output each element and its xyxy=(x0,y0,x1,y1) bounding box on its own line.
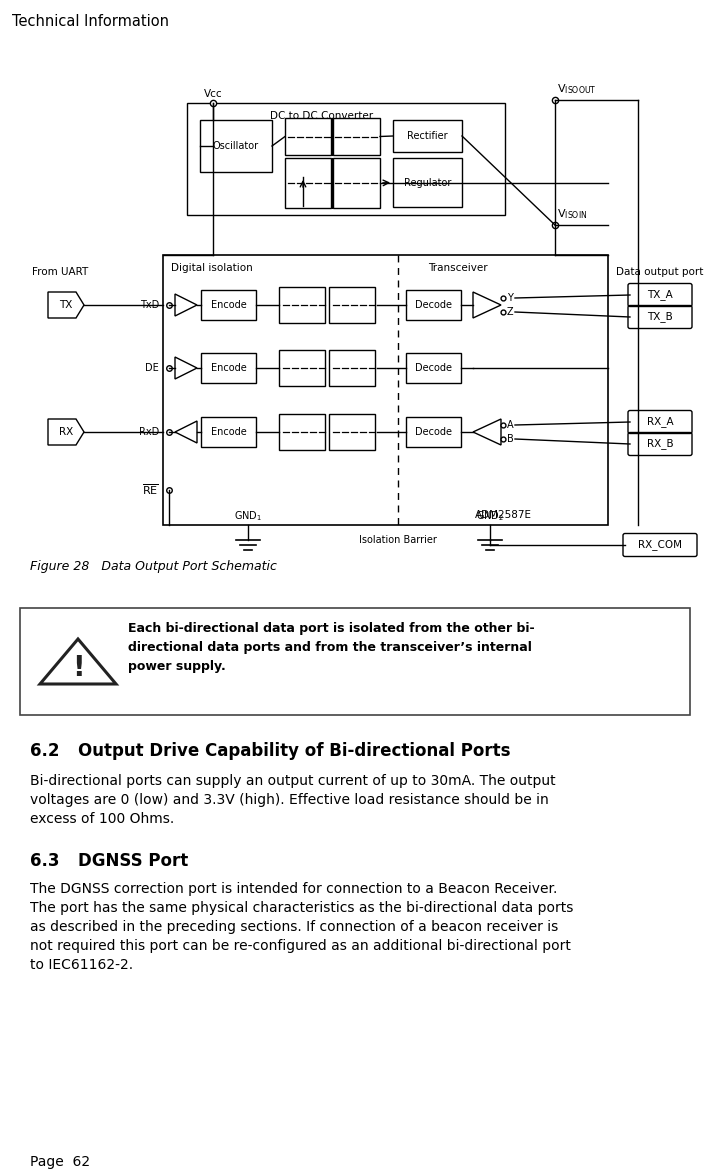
Bar xyxy=(201,290,256,320)
Text: RxD: RxD xyxy=(139,427,159,437)
Bar xyxy=(279,415,325,450)
Bar xyxy=(329,350,375,386)
Text: TX_B: TX_B xyxy=(647,311,673,322)
Text: Technical Information: Technical Information xyxy=(12,14,169,29)
Bar xyxy=(20,608,690,715)
Bar xyxy=(406,290,461,320)
Text: Encode: Encode xyxy=(210,300,246,310)
Text: $\mathregular{V_{ISOOUT}}$: $\mathregular{V_{ISOOUT}}$ xyxy=(557,82,596,96)
Text: DC to DC Converter: DC to DC Converter xyxy=(270,111,373,121)
Bar xyxy=(406,417,461,447)
Text: excess of 100 Ohms.: excess of 100 Ohms. xyxy=(30,812,174,826)
Text: DGNSS Port: DGNSS Port xyxy=(78,852,188,870)
Text: B: B xyxy=(507,434,514,444)
Bar xyxy=(285,118,331,155)
Text: TX: TX xyxy=(59,300,73,310)
Text: Y: Y xyxy=(507,293,513,303)
Text: Data output port: Data output port xyxy=(616,267,704,278)
Bar xyxy=(200,119,272,172)
Bar xyxy=(333,158,380,208)
Text: GND$_1$: GND$_1$ xyxy=(234,509,262,523)
Bar xyxy=(329,415,375,450)
Text: Output Drive Capability of Bi-directional Ports: Output Drive Capability of Bi-directiona… xyxy=(78,742,510,760)
Polygon shape xyxy=(40,639,116,684)
Text: GND$_2$: GND$_2$ xyxy=(476,509,504,523)
Text: DE: DE xyxy=(145,363,159,374)
Text: directional data ports and from the transceiver’s internal: directional data ports and from the tran… xyxy=(128,641,532,653)
Text: not required this port can be re-configured as an additional bi-directional port: not required this port can be re-configu… xyxy=(30,939,571,953)
Text: Transceiver: Transceiver xyxy=(428,263,488,273)
Bar xyxy=(279,350,325,386)
Text: Oscillator: Oscillator xyxy=(213,141,259,151)
Text: Regulator: Regulator xyxy=(404,178,451,187)
Text: Figure 28   Data Output Port Schematic: Figure 28 Data Output Port Schematic xyxy=(30,560,277,573)
Text: RX: RX xyxy=(59,427,73,437)
Text: TxD: TxD xyxy=(139,300,159,310)
Bar xyxy=(393,119,462,152)
Bar xyxy=(187,103,505,215)
Text: Vcc: Vcc xyxy=(204,89,222,100)
Text: The port has the same physical characteristics as the bi-directional data ports: The port has the same physical character… xyxy=(30,900,573,915)
Text: Rectifier: Rectifier xyxy=(407,131,448,141)
Bar xyxy=(163,255,608,525)
Text: 6.3: 6.3 xyxy=(30,852,59,870)
Text: Decode: Decode xyxy=(415,427,452,437)
Text: Encode: Encode xyxy=(210,363,246,374)
Bar xyxy=(333,118,380,155)
Text: to IEC61162-2.: to IEC61162-2. xyxy=(30,958,133,972)
Text: The DGNSS correction port is intended for connection to a Beacon Receiver.: The DGNSS correction port is intended fo… xyxy=(30,882,557,896)
Text: Decode: Decode xyxy=(415,300,452,310)
Bar xyxy=(393,158,462,207)
Text: Isolation Barrier: Isolation Barrier xyxy=(359,535,437,545)
Bar xyxy=(201,352,256,383)
Text: RX_A: RX_A xyxy=(646,417,673,427)
Text: Bi-directional ports can supply an output current of up to 30mA. The output: Bi-directional ports can supply an outpu… xyxy=(30,774,556,788)
Text: RX_COM: RX_COM xyxy=(638,540,682,550)
Text: A: A xyxy=(507,420,513,430)
Text: From UART: From UART xyxy=(32,267,88,278)
Bar xyxy=(279,287,325,323)
Text: RX_B: RX_B xyxy=(646,439,673,450)
Text: 6.2: 6.2 xyxy=(30,742,59,760)
Bar xyxy=(406,352,461,383)
Text: Decode: Decode xyxy=(415,363,452,374)
Bar xyxy=(285,158,331,208)
Text: Encode: Encode xyxy=(210,427,246,437)
Bar xyxy=(201,417,256,447)
Text: $\mathregular{V_{ISOIN}}$: $\mathregular{V_{ISOIN}}$ xyxy=(557,207,588,221)
Text: $\overline{\mathrm{RE}}$: $\overline{\mathrm{RE}}$ xyxy=(142,482,159,498)
Text: Z: Z xyxy=(507,307,513,317)
Text: Page  62: Page 62 xyxy=(30,1155,90,1169)
Text: Each bi-directional data port is isolated from the other bi-: Each bi-directional data port is isolate… xyxy=(128,622,535,635)
Text: TX_A: TX_A xyxy=(647,289,673,301)
Text: voltages are 0 (low) and 3.3V (high). Effective load resistance should be in: voltages are 0 (low) and 3.3V (high). Ef… xyxy=(30,793,549,807)
Bar xyxy=(329,287,375,323)
Text: power supply.: power supply. xyxy=(128,660,226,673)
Text: !: ! xyxy=(72,653,84,682)
Text: ADM2587E: ADM2587E xyxy=(474,511,532,520)
Text: Digital isolation: Digital isolation xyxy=(171,263,253,273)
Text: as described in the preceding sections. If connection of a beacon receiver is: as described in the preceding sections. … xyxy=(30,920,558,934)
